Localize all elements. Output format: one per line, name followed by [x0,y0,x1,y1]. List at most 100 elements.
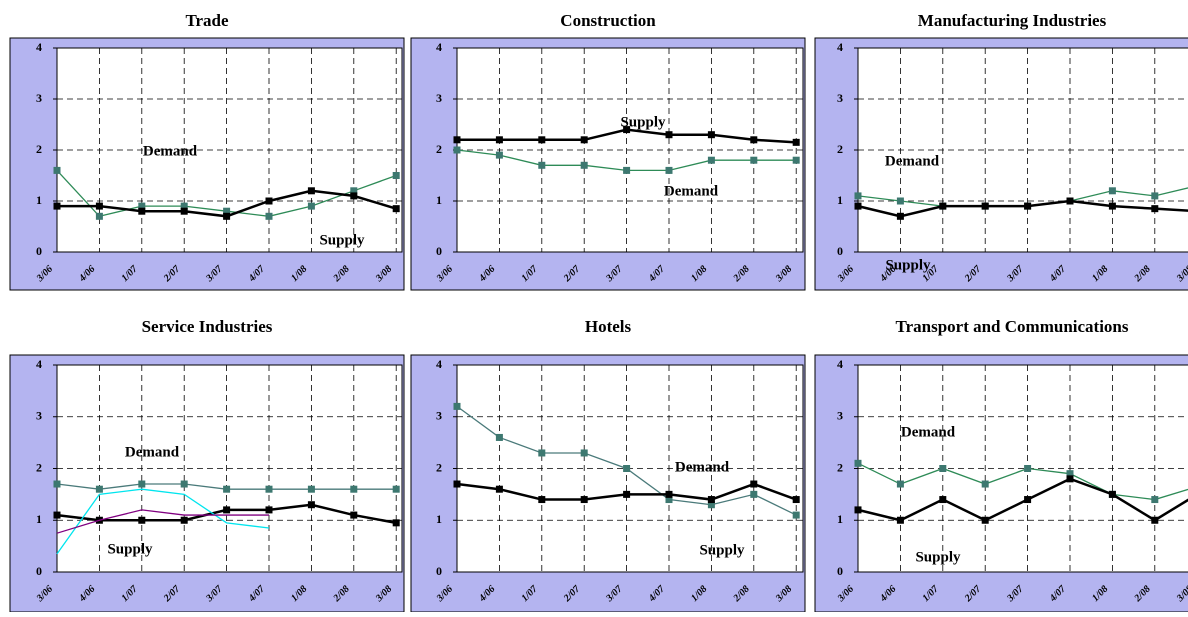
marker [54,203,61,210]
marker [666,491,673,498]
marker [708,496,715,503]
marker [308,501,315,508]
y-tick-label: 3 [36,409,42,423]
marker [538,449,545,456]
series-annotation: Supply [319,232,365,248]
y-tick-label: 3 [436,91,442,105]
marker [454,481,461,488]
marker [54,481,61,488]
y-tick-label: 1 [36,193,42,207]
marker [266,213,273,220]
marker [581,496,588,503]
marker [54,167,61,174]
y-tick-label: 4 [837,40,843,54]
y-tick-label: 4 [36,40,42,54]
y-tick-label: 1 [436,193,442,207]
y-tick-label: 3 [837,91,843,105]
y-tick-label: 4 [837,357,843,371]
y-tick-label: 0 [837,244,843,258]
marker [496,434,503,441]
marker [350,512,357,519]
marker [982,517,989,524]
marker [982,481,989,488]
marker [623,465,630,472]
marker [138,208,145,215]
marker [454,136,461,143]
chart-title: Hotels [585,317,632,336]
marker [1151,496,1158,503]
y-tick-label: 2 [36,142,42,156]
marker [1109,203,1116,210]
marker [308,486,315,493]
marker [538,136,545,143]
marker [666,167,673,174]
series-annotation: Demand [143,143,198,159]
y-tick-label: 4 [436,40,442,54]
series-annotation: Demand [901,424,956,440]
y-tick-label: 0 [36,564,42,578]
marker [750,491,757,498]
marker [393,486,400,493]
marker [266,198,273,205]
marker [308,203,315,210]
y-tick-label: 1 [436,512,442,526]
marker [1151,517,1158,524]
marker [181,517,188,524]
marker [454,147,461,154]
marker [538,162,545,169]
y-tick-label: 3 [436,409,442,423]
marker [855,506,862,513]
marker [96,486,103,493]
marker [308,187,315,194]
y-tick-label: 2 [436,460,442,474]
chart-title: Transport and Communications [896,317,1129,336]
y-tick-label: 4 [436,357,442,371]
y-tick-label: 0 [436,244,442,258]
marker [793,157,800,164]
series-annotation: Supply [915,549,961,565]
series-annotation: Supply [620,114,666,130]
y-tick-label: 1 [837,193,843,207]
y-tick-label: 3 [837,409,843,423]
marker [750,481,757,488]
marker [855,192,862,199]
marker [350,486,357,493]
marker [897,213,904,220]
marker [793,496,800,503]
marker [855,460,862,467]
marker [393,519,400,526]
series-annotation: Demand [664,183,719,199]
marker [623,491,630,498]
marker [538,496,545,503]
marker [54,512,61,519]
y-tick-label: 0 [36,244,42,258]
marker [138,517,145,524]
marker [223,213,230,220]
marker [1151,192,1158,199]
y-tick-label: 2 [837,460,843,474]
marker [1151,205,1158,212]
marker [982,203,989,210]
y-tick-label: 2 [837,142,843,156]
marker [350,192,357,199]
marker [623,167,630,174]
y-tick-label: 0 [837,564,843,578]
chart-title: Manufacturing Industries [918,11,1107,30]
marker [266,486,273,493]
marker [1067,475,1074,482]
marker [1109,187,1116,194]
series-annotation: Demand [885,153,940,169]
y-tick-label: 0 [436,564,442,578]
y-tick-label: 3 [36,91,42,105]
y-tick-label: 1 [36,512,42,526]
marker [1067,198,1074,205]
marker [939,203,946,210]
series-annotation: Demand [125,444,180,460]
marker [223,486,230,493]
series-annotation: Supply [107,541,153,557]
marker [393,172,400,179]
